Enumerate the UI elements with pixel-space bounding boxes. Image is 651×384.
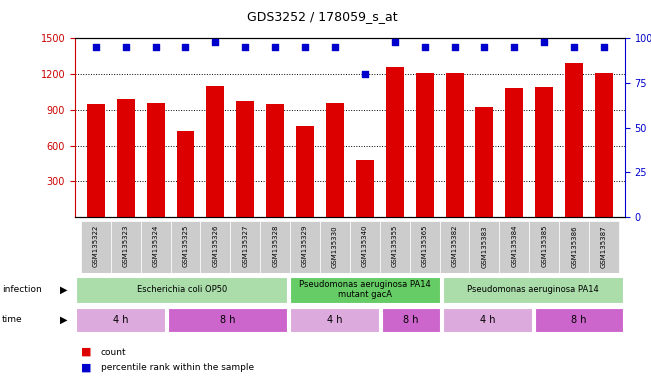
Bar [290, 221, 320, 273]
Bar [595, 73, 613, 217]
Text: GSM135387: GSM135387 [601, 225, 607, 268]
Text: 8 h: 8 h [572, 315, 587, 325]
Bar [386, 67, 404, 217]
Bar [296, 126, 314, 217]
Bar [146, 103, 165, 217]
Text: GSM135385: GSM135385 [541, 225, 547, 267]
Bar [535, 87, 553, 217]
Text: GSM135324: GSM135324 [152, 225, 159, 267]
Text: percentile rank within the sample: percentile rank within the sample [101, 363, 254, 372]
Bar [290, 308, 379, 332]
Bar [559, 221, 589, 273]
Text: GSM135328: GSM135328 [272, 225, 278, 267]
Bar [87, 104, 105, 217]
Point [210, 39, 221, 45]
Point [359, 71, 370, 77]
Bar [117, 99, 135, 217]
Text: Escherichia coli OP50: Escherichia coli OP50 [137, 285, 227, 294]
Text: ▶: ▶ [59, 285, 67, 295]
Bar [529, 221, 559, 273]
Text: GSM135326: GSM135326 [212, 225, 218, 267]
Point [599, 44, 609, 50]
Bar [565, 63, 583, 217]
Bar [439, 221, 469, 273]
Text: ▶: ▶ [59, 315, 67, 325]
Bar [141, 221, 171, 273]
Bar [475, 108, 493, 217]
Point [330, 44, 340, 50]
Bar [356, 160, 374, 217]
Bar [326, 103, 344, 217]
Point [180, 44, 191, 50]
Bar [409, 221, 439, 273]
Bar [380, 221, 409, 273]
Text: GSM135355: GSM135355 [392, 225, 398, 267]
Point [90, 44, 101, 50]
Bar [445, 73, 464, 217]
Text: GSM135340: GSM135340 [362, 225, 368, 267]
Text: GSM135329: GSM135329 [302, 225, 308, 267]
Point [569, 44, 579, 50]
Text: GSM135383: GSM135383 [482, 225, 488, 268]
Bar [535, 308, 624, 332]
Bar [201, 221, 230, 273]
Point [479, 44, 490, 50]
Text: Pseudomonas aeruginosa PA14
mutant gacA: Pseudomonas aeruginosa PA14 mutant gacA [299, 280, 431, 300]
Bar [290, 277, 440, 303]
Text: GSM135384: GSM135384 [511, 225, 518, 267]
Point [449, 44, 460, 50]
Point [150, 44, 161, 50]
Bar [320, 221, 350, 273]
Bar [589, 221, 619, 273]
Bar [382, 308, 440, 332]
Bar [499, 221, 529, 273]
Text: GSM135325: GSM135325 [182, 225, 189, 267]
Point [300, 44, 311, 50]
Text: 4 h: 4 h [480, 315, 495, 325]
Text: 8 h: 8 h [220, 315, 236, 325]
Bar [111, 221, 141, 273]
Text: infection: infection [2, 285, 42, 294]
Bar [505, 88, 523, 217]
Point [240, 44, 251, 50]
Text: GSM135322: GSM135322 [93, 225, 99, 267]
Point [419, 44, 430, 50]
Text: Pseudomonas aeruginosa PA14: Pseudomonas aeruginosa PA14 [467, 285, 599, 294]
Bar [416, 73, 434, 217]
Text: 4 h: 4 h [327, 315, 342, 325]
Point [509, 44, 519, 50]
Bar [469, 221, 499, 273]
Text: GSM135323: GSM135323 [122, 225, 129, 267]
Point [539, 39, 549, 45]
Text: GSM135386: GSM135386 [571, 225, 577, 268]
Text: GSM135382: GSM135382 [452, 225, 458, 267]
Bar [76, 308, 165, 332]
Point [120, 44, 131, 50]
Bar [266, 104, 284, 217]
Text: GSM135330: GSM135330 [332, 225, 338, 268]
Bar [230, 221, 260, 273]
Text: ■: ■ [81, 347, 92, 357]
Bar [81, 221, 111, 273]
Text: time: time [2, 315, 23, 324]
Bar [76, 277, 287, 303]
Bar [443, 308, 532, 332]
Bar [350, 221, 380, 273]
Text: 4 h: 4 h [113, 315, 128, 325]
Bar [206, 86, 225, 217]
Bar [443, 277, 624, 303]
Text: GSM135365: GSM135365 [422, 225, 428, 267]
Bar [168, 308, 287, 332]
Text: 8 h: 8 h [403, 315, 419, 325]
Bar [236, 101, 255, 217]
Bar [260, 221, 290, 273]
Text: GSM135327: GSM135327 [242, 225, 248, 267]
Text: ■: ■ [81, 362, 92, 372]
Text: count: count [101, 348, 126, 357]
Bar [171, 221, 201, 273]
Bar [176, 131, 195, 217]
Point [389, 39, 400, 45]
Text: GDS3252 / 178059_s_at: GDS3252 / 178059_s_at [247, 10, 398, 23]
Point [270, 44, 281, 50]
